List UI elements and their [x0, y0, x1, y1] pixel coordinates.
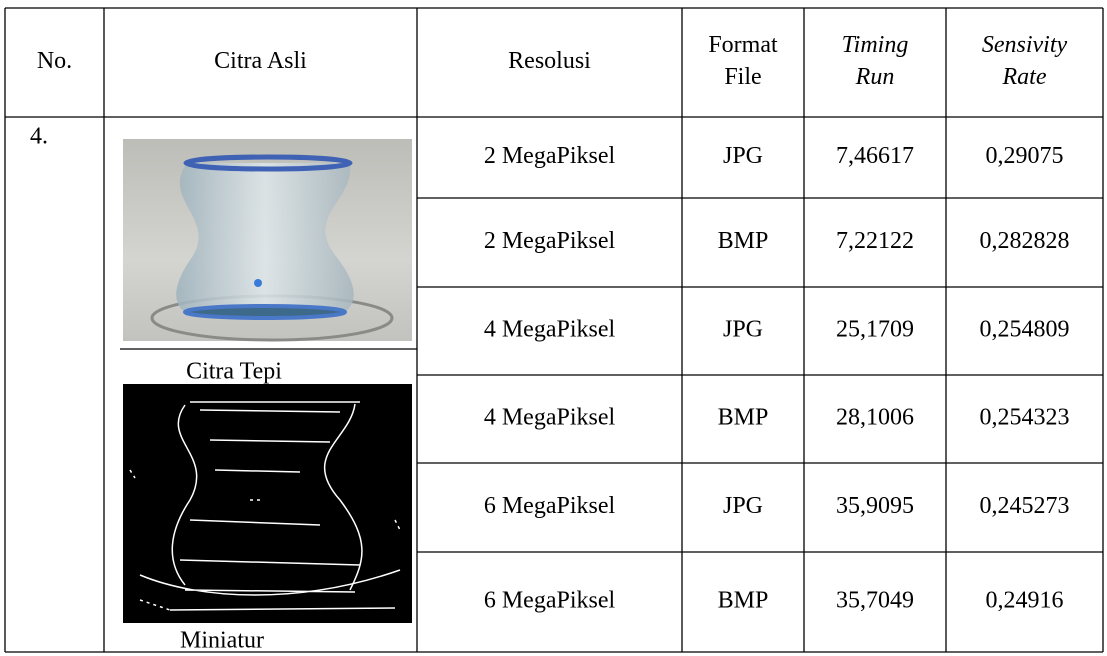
header-cell: No.	[37, 48, 72, 74]
cell: BMP	[718, 588, 769, 614]
page: No. Citra Asli Resolusi Format File Timing Run…	[0, 0, 1107, 656]
cell: 0,29075	[986, 143, 1064, 169]
cell: 0,245273	[980, 493, 1070, 519]
header-cell: Format	[708, 32, 778, 58]
thumb-label: Miniatur	[180, 628, 264, 654]
cell: 6 MegaPiksel	[484, 493, 616, 519]
header-cell: Rate	[1002, 64, 1047, 90]
header-cell: Sensivity	[982, 32, 1068, 58]
cell: 7,22122	[836, 228, 914, 254]
cell: JPG	[723, 143, 763, 169]
edge-image	[123, 384, 412, 623]
cell: BMP	[718, 405, 769, 431]
cell: JPG	[723, 317, 763, 343]
original-image	[123, 139, 412, 341]
header-cell: File	[724, 64, 761, 90]
cell: 7,46617	[836, 143, 914, 169]
cell: 4 MegaPiksel	[484, 405, 616, 431]
cell: 2 MegaPiksel	[484, 228, 616, 254]
header-cell: Citra Asli	[214, 48, 307, 74]
cell: 6 MegaPiksel	[484, 588, 616, 614]
cell: 25,1709	[836, 317, 914, 343]
cell: 0,254323	[980, 405, 1070, 431]
cell: 0,254809	[980, 317, 1070, 343]
edge-label: Citra Tepi	[186, 359, 282, 385]
cell: 35,9095	[836, 493, 914, 519]
header-cell: Resolusi	[508, 48, 591, 74]
cell: JPG	[723, 493, 763, 519]
cell: 35,7049	[836, 588, 914, 614]
cell: BMP	[718, 228, 769, 254]
cell: 2 MegaPiksel	[484, 143, 616, 169]
cell: 0,282828	[980, 228, 1070, 254]
header-cell: Run	[855, 64, 895, 90]
table: No. Citra Asli Resolusi Format File Timing Run…	[0, 0, 1107, 656]
cell: 4 MegaPiksel	[484, 317, 616, 343]
row-number: 4.	[30, 124, 48, 150]
cell: 28,1006	[836, 405, 914, 431]
cell: 0,24916	[986, 588, 1064, 614]
header-cell: Timing	[842, 32, 909, 58]
